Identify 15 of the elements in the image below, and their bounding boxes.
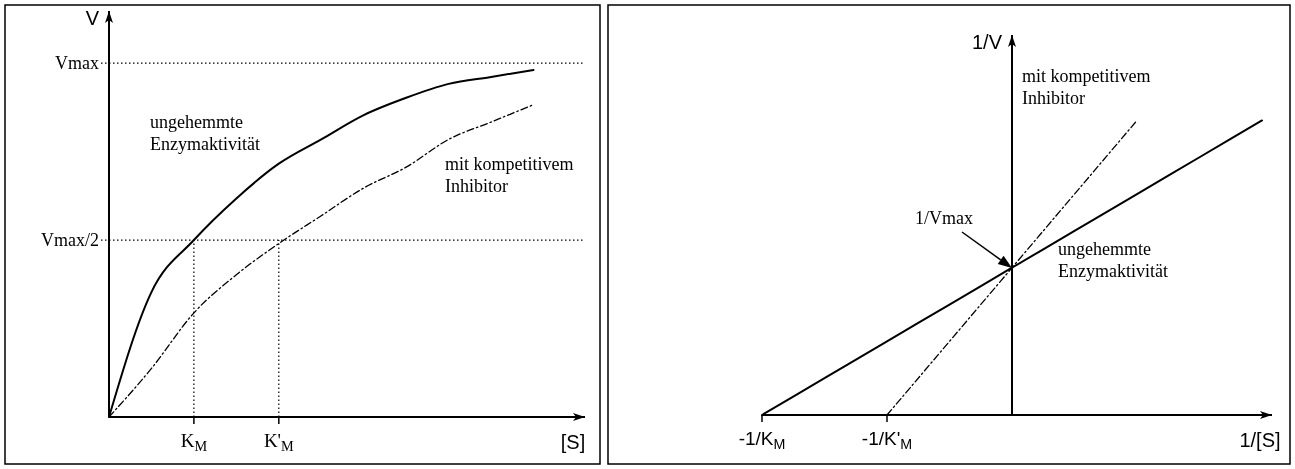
x-tick-label: -1/K'$_{M}$ xyxy=(861,428,913,453)
x-tick-label: K$_{M}$ xyxy=(180,430,208,455)
ref-line-label: Vmax/2 xyxy=(41,230,99,251)
series-label: ungehemmte Enzymaktivität xyxy=(150,112,260,154)
x-axis-title: [S] xyxy=(560,431,586,453)
series-label: mit kompetitivem Inhibitor xyxy=(445,154,574,196)
x-tick-label: K'$_{M}$ xyxy=(263,430,295,455)
x-axis-title: 1/[S] xyxy=(1239,429,1281,451)
annotation: 1/Vmax xyxy=(915,208,973,228)
ref-line-label: Vmax xyxy=(55,53,99,74)
y-axis-title: 1/V xyxy=(971,31,1003,53)
series-label: ungehemmte Enzymaktivität xyxy=(1058,239,1168,281)
x-tick-label: -1/K$_{M}$ xyxy=(738,428,786,453)
series-label: mit kompetitivem Inhibitor xyxy=(1022,66,1151,108)
y-axis-title: V xyxy=(85,7,100,29)
